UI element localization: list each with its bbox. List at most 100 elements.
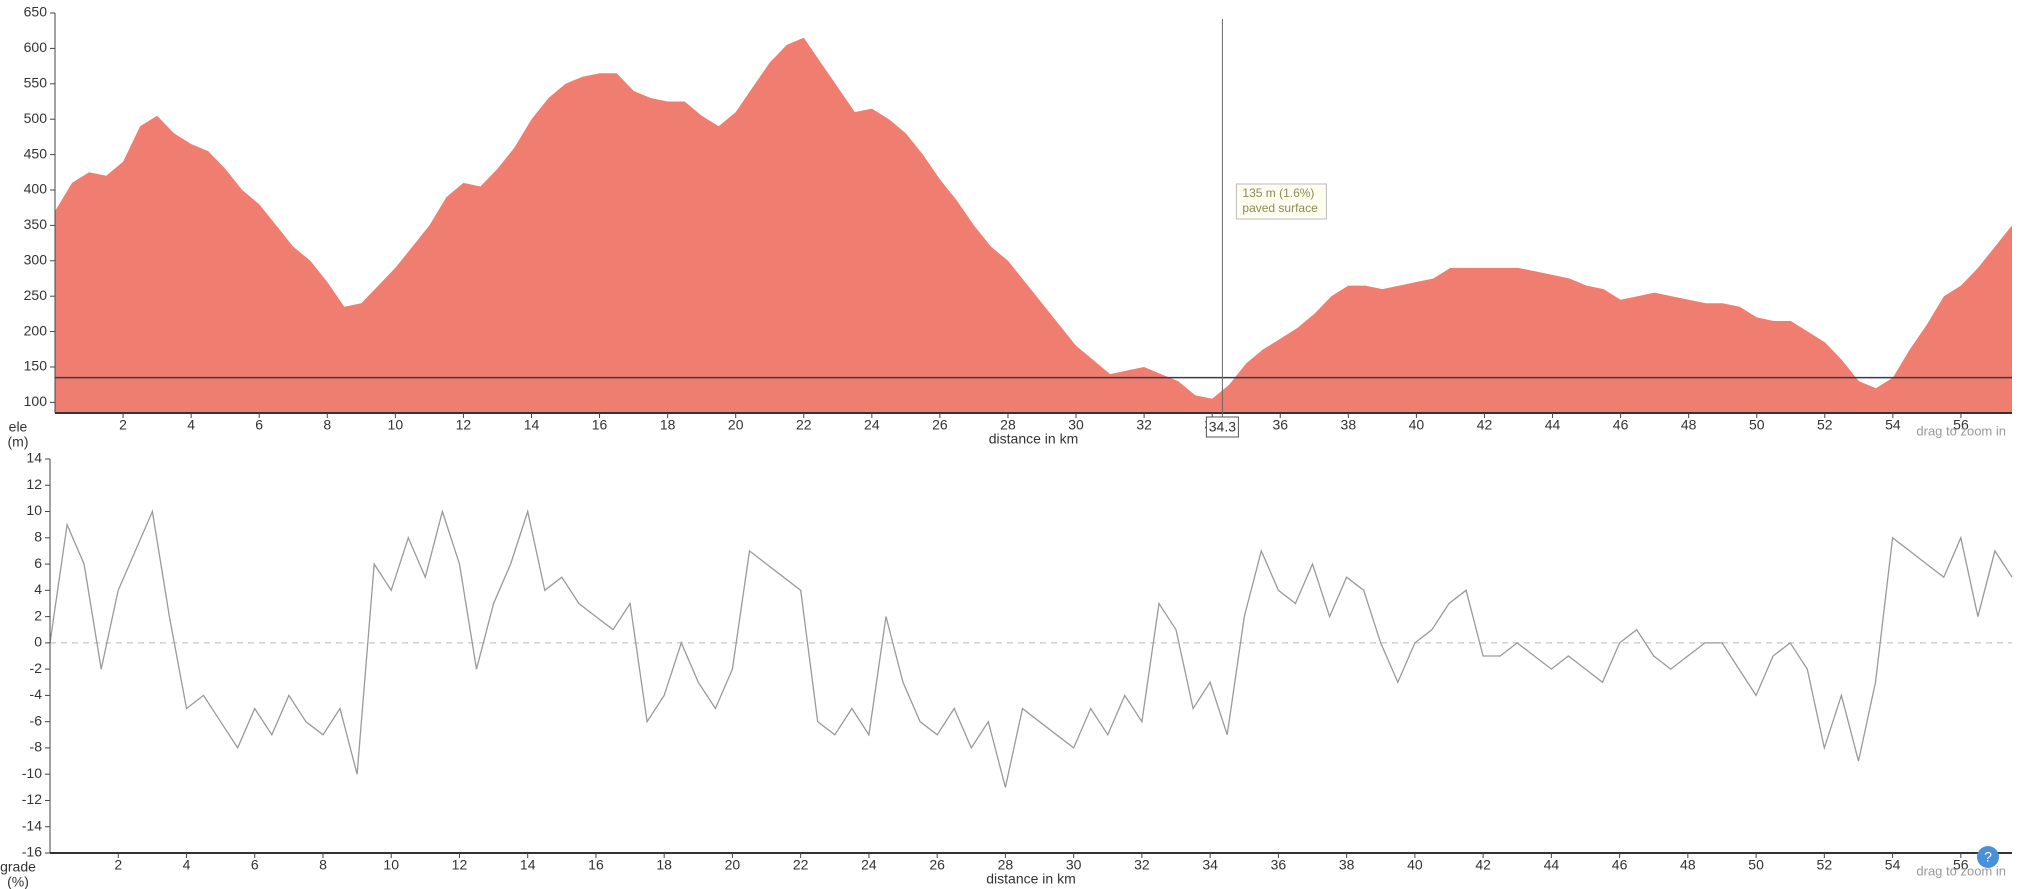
x-tick-label: 50: [1748, 857, 1764, 873]
y-tick-label: -12: [22, 791, 42, 807]
x-tick-label: 56: [1953, 417, 1969, 433]
y-tick-label: 350: [24, 216, 48, 232]
x-tick-label: 22: [793, 857, 809, 873]
x-tick-label: 42: [1477, 417, 1493, 433]
x-tick-label: 22: [796, 417, 812, 433]
x-tick-label: 2: [114, 857, 122, 873]
y-tick-label: 650: [24, 4, 48, 20]
x-tick-label: 38: [1341, 417, 1357, 433]
x-tick-label: 46: [1613, 417, 1629, 433]
tooltip-value: 135 m (1.6%): [1242, 186, 1314, 200]
x-axis-title: distance in km: [986, 871, 1075, 887]
y-tick-label: 200: [24, 322, 48, 338]
y-tick-label: -4: [30, 686, 43, 702]
x-tick-label: 54: [1885, 857, 1901, 873]
crosshair-x-box: [1205, 416, 1239, 438]
y-axis-unit: (m): [8, 434, 29, 450]
x-tick-label: 44: [1545, 417, 1561, 433]
y-tick-label: -8: [30, 739, 43, 755]
x-tick-label: 36: [1271, 857, 1287, 873]
x-tick-label: 16: [592, 417, 608, 433]
x-tick-label: 32: [1134, 857, 1150, 873]
x-tick-label: 32: [1136, 417, 1152, 433]
help-icon[interactable]: ?: [1984, 849, 1992, 865]
x-tick-label: 12: [456, 417, 472, 433]
y-tick-label: 4: [34, 581, 42, 597]
x-tick-label: 20: [725, 857, 741, 873]
x-tick-label: 20: [728, 417, 744, 433]
x-tick-label: 40: [1409, 417, 1425, 433]
x-tick-label: 6: [255, 417, 263, 433]
y-tick-label: 0: [34, 634, 42, 650]
y-tick-label: 400: [24, 181, 48, 197]
y-tick-label: 600: [24, 39, 48, 55]
x-tick-label: 2: [119, 417, 127, 433]
x-tick-label: 10: [383, 857, 399, 873]
y-tick-label: 150: [24, 358, 48, 374]
x-tick-label: 50: [1749, 417, 1765, 433]
y-tick-label: 10: [26, 502, 42, 518]
y-tick-label: 2: [34, 607, 42, 623]
x-tick-label: 40: [1407, 857, 1423, 873]
x-tick-label: 16: [588, 857, 604, 873]
x-tick-label: 4: [187, 417, 195, 433]
y-tick-label: -14: [22, 817, 42, 833]
x-tick-label: 28: [1000, 417, 1016, 433]
y-axis-unit: (%): [7, 874, 29, 889]
y-tick-label: -16: [22, 844, 42, 860]
help-button[interactable]: [1977, 846, 1999, 868]
x-tick-label: 18: [660, 417, 676, 433]
y-tick-label: -6: [30, 712, 43, 728]
x-axis-title: distance in km: [989, 431, 1078, 447]
y-tick-label: 500: [24, 110, 48, 126]
crosshair-x-label: 34.3: [1209, 419, 1236, 435]
x-tick-label: 14: [520, 857, 536, 873]
x-tick-label: 26: [929, 857, 945, 873]
x-tick-label: 42: [1475, 857, 1491, 873]
x-tick-label: 24: [861, 857, 877, 873]
x-tick-label: 4: [183, 857, 191, 873]
x-tick-label: 52: [1817, 417, 1833, 433]
elevation-area: [55, 37, 2012, 414]
x-tick-label: 28: [998, 857, 1014, 873]
y-axis-title: grade: [0, 859, 36, 875]
y-tick-label: 450: [24, 145, 48, 161]
x-tick-label: 48: [1680, 857, 1696, 873]
x-tick-label: 24: [864, 417, 880, 433]
x-tick-label: 30: [1068, 417, 1084, 433]
zoom-hint: drag to zoom in: [1916, 863, 2006, 878]
y-tick-label: -10: [22, 765, 42, 781]
x-tick-label: 30: [1066, 857, 1082, 873]
x-tick-label: 10: [388, 417, 404, 433]
y-tick-label: -2: [30, 660, 43, 676]
x-tick-label: 38: [1339, 857, 1355, 873]
x-tick-label: 46: [1612, 857, 1628, 873]
x-tick-label: 52: [1817, 857, 1833, 873]
y-tick-label: 8: [34, 529, 42, 545]
x-tick-label: 56: [1953, 857, 1969, 873]
x-tick-label: 14: [524, 417, 540, 433]
x-tick-label: 34: [1202, 857, 1218, 873]
x-tick-label: 8: [323, 417, 331, 433]
x-tick-label: 18: [656, 857, 672, 873]
x-tick-label: 54: [1885, 417, 1901, 433]
y-axis-title: ele: [9, 419, 28, 435]
y-tick-label: 550: [24, 74, 48, 90]
y-tick-label: 100: [24, 393, 48, 409]
x-tick-label: 8: [319, 857, 327, 873]
y-tick-label: 14: [26, 450, 42, 466]
x-tick-label: 12: [452, 857, 468, 873]
grade-line: [49, 509, 2013, 788]
y-tick-label: 300: [24, 251, 48, 267]
x-tick-label: 26: [932, 417, 948, 433]
tooltip-surface: paved surface: [1242, 201, 1318, 215]
x-tick-label: 48: [1681, 417, 1697, 433]
x-tick-label: 44: [1544, 857, 1560, 873]
y-tick-label: 6: [34, 555, 42, 571]
x-tick-label: 6: [251, 857, 259, 873]
x-tick-label: 36: [1272, 417, 1288, 433]
y-tick-label: 250: [24, 287, 48, 303]
y-tick-label: 12: [26, 476, 42, 492]
